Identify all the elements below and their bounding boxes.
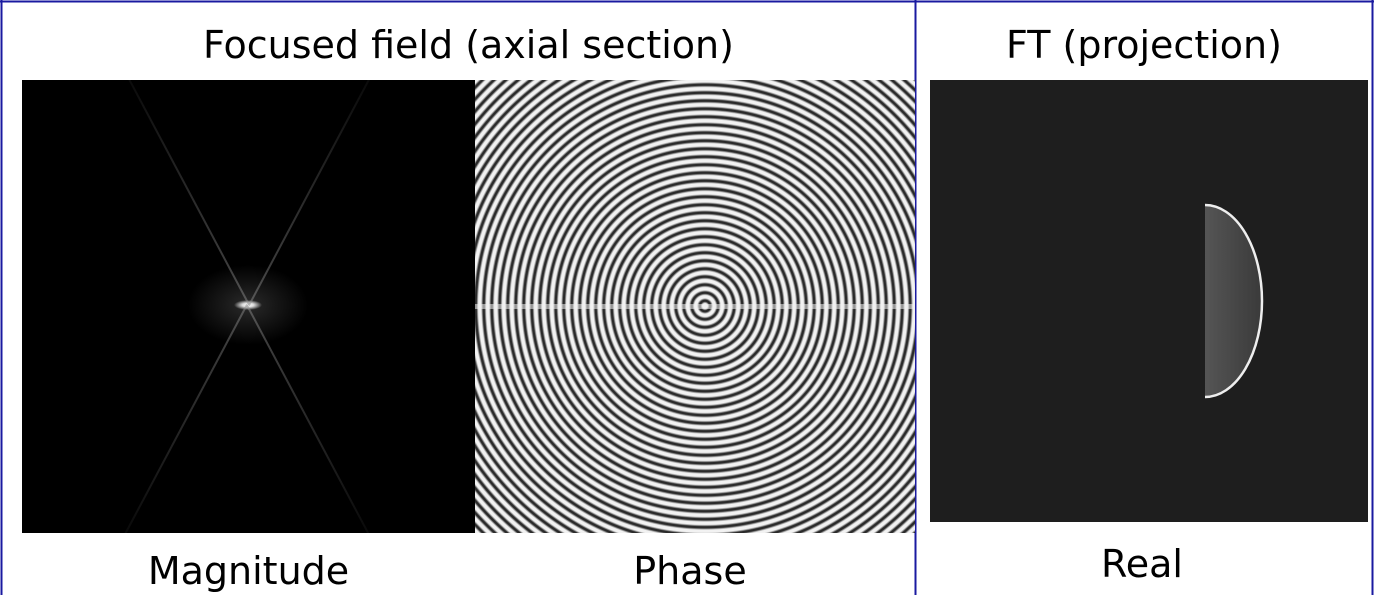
phase-image <box>475 80 915 533</box>
image-label: Real <box>916 545 1368 583</box>
image-label: Magnitude <box>22 552 475 590</box>
page: Focused field (axial section) FT (projec… <box>0 0 1374 595</box>
ray <box>105 304 248 533</box>
image-label: Phase <box>475 552 905 590</box>
panel-title: FT (projection) <box>916 26 1372 64</box>
real-image <box>930 80 1368 522</box>
panel-title: Focused field (axial section) <box>22 26 915 64</box>
magnitude-image <box>22 80 475 533</box>
ray <box>248 80 391 306</box>
ray <box>246 305 389 533</box>
arc-fill <box>1205 205 1262 397</box>
ft-arc <box>930 80 1368 522</box>
ray <box>107 80 250 305</box>
